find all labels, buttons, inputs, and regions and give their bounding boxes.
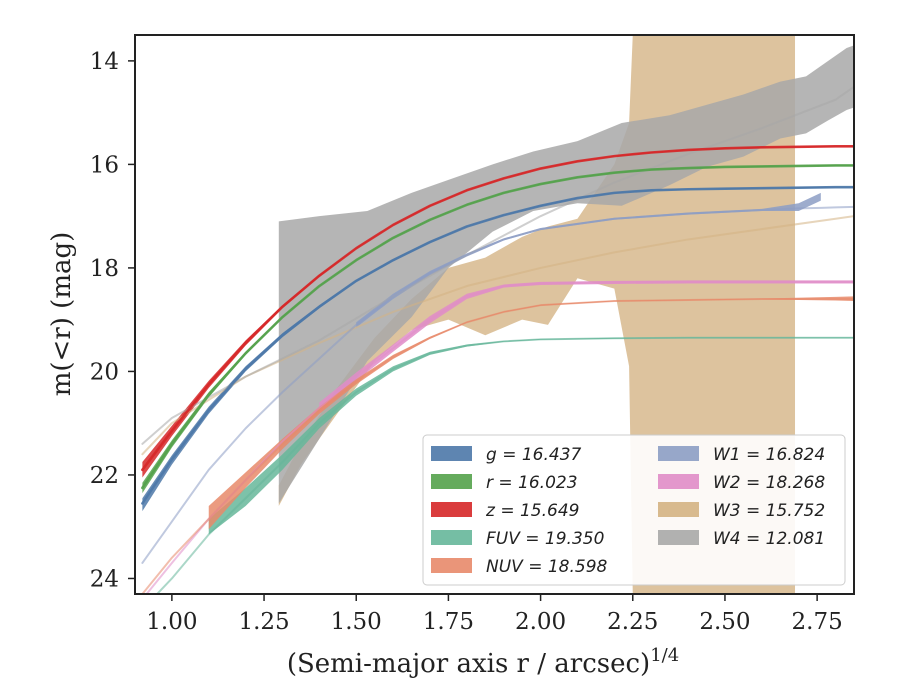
- x-tick-label: 1.50: [331, 609, 382, 635]
- x-axis-label-superscript: 1/4: [650, 645, 679, 666]
- x-tick-label: 2.75: [792, 609, 843, 635]
- y-tick-label: 20: [90, 359, 119, 385]
- line-g: [141, 185, 854, 505]
- legend-label-z: z = 15.649: [485, 501, 579, 521]
- legend-label-g: g = 16.437: [486, 445, 582, 465]
- line-r: [141, 164, 854, 490]
- legend: g = 16.437 r = 16.023 z = 15.649 FUV = 19.3…: [422, 434, 846, 586]
- legend-swatch-nuv: [431, 558, 472, 573]
- legend-swatch-fuv: [431, 530, 472, 545]
- x-tick-label: 2.50: [699, 609, 750, 635]
- y-tick-label: 24: [90, 566, 119, 592]
- legend-swatch-w2: [658, 474, 699, 489]
- band-fuv: [208, 337, 854, 535]
- band-w4: [278, 45, 854, 504]
- legend-swatch-w3: [658, 502, 699, 517]
- legend-swatch-g: [431, 446, 472, 461]
- series-lines: [141, 85, 854, 594]
- legend-label-fuv: FUV = 19.350: [486, 529, 604, 549]
- line-z: [141, 144, 854, 472]
- legend-label-nuv: NUV = 18.598: [486, 557, 608, 577]
- x-tick-label: 1.00: [146, 609, 197, 635]
- legend-label-w4: W4 = 12.081: [713, 529, 825, 549]
- x-axis-ticks: 1.00 1.25 1.50 1.75 2.00 2.25 2.50 2.75: [146, 594, 843, 635]
- y-axis-ticks: 14 16 18 20 22 24: [90, 49, 135, 592]
- legend-swatch-z: [431, 502, 472, 517]
- legend-swatch-w4: [658, 530, 699, 545]
- x-axis-label-text: (Semi-major axis r / arcsec): [287, 649, 650, 679]
- legend-label-w3: W3 = 15.752: [713, 501, 825, 521]
- y-axis-label: m(<r) (mag): [47, 232, 77, 397]
- legend-label-r: r = 16.023: [486, 473, 578, 493]
- y-tick-label: 16: [90, 152, 119, 178]
- legend-swatch-r: [431, 474, 472, 489]
- legend-box: [422, 434, 846, 586]
- legend-label-w2: W2 = 18.268: [713, 473, 825, 493]
- line-fuv: [155, 336, 854, 594]
- x-tick-label: 2.00: [515, 609, 566, 635]
- legend-swatch-w1: [658, 446, 699, 461]
- y-tick-label: 14: [90, 49, 119, 75]
- legend-label-w1: W1 = 16.824: [713, 445, 825, 465]
- line-nuv: [141, 297, 854, 594]
- x-tick-label: 2.25: [607, 609, 658, 635]
- x-tick-label: 1.75: [423, 609, 474, 635]
- x-tick-label: 1.25: [238, 609, 289, 635]
- plot-frame: [134, 34, 855, 595]
- x-axis-label: (Semi-major axis r / arcsec)1/4: [287, 645, 679, 679]
- y-tick-label: 18: [90, 256, 119, 282]
- y-tick-label: 22: [90, 463, 119, 489]
- line-w1: [141, 205, 854, 564]
